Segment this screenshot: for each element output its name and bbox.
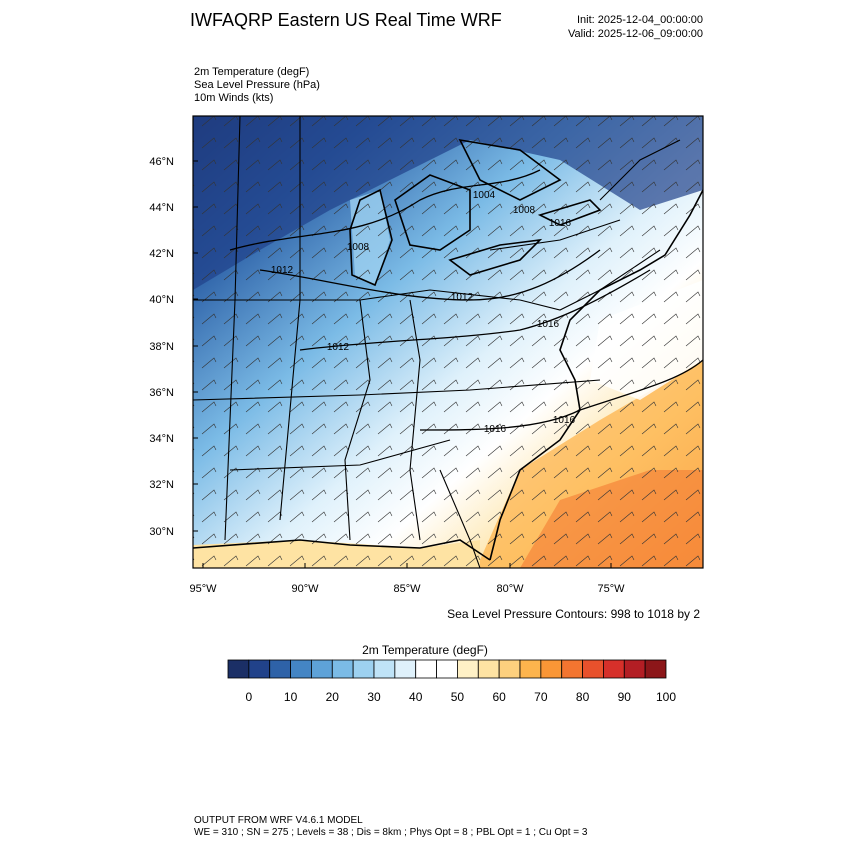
colorbar-swatch [519,659,542,679]
lat-label: 32°N [149,479,174,491]
map-panel [193,116,703,568]
lat-label: 42°N [149,248,174,260]
run-times: Init: 2025-12-04_00:00:00 Valid: 2025-12… [568,13,703,41]
colorbar-label: 100 [656,690,676,704]
isobar-label: 1004 [473,190,496,201]
valid-time: Valid: 2025-12-06_09:00:00 [568,28,703,40]
colorbar-swatch [331,659,354,679]
colorbar-label: 60 [492,690,506,704]
lat-label: 34°N [149,433,174,445]
isobar-label: 1008 [513,205,536,216]
colorbar-title: 2m Temperature (degF) [362,643,488,657]
colorbar-swatch [415,659,437,679]
field-pressure: Sea Level Pressure (hPa) [194,79,320,91]
lon-label: 95°W [189,583,217,595]
colorbar-swatch [457,659,479,679]
model-footer: OUTPUT FROM WRF V4.6.1 MODEL WE = 310 ; … [194,815,587,839]
lat-label: 30°N [149,526,174,538]
colorbar-label: 80 [576,690,590,704]
colorbar-swatch [352,659,375,679]
isobar-label: 1012 [451,292,474,303]
isobar-label: 1016 [549,218,572,229]
isobar-label: 1016 [553,415,576,426]
colorbar-label: 20 [326,690,340,704]
colorbar-swatch [623,659,646,679]
colorbar-label: 30 [367,690,381,704]
colorbar-swatch [269,659,291,679]
field-list: 2m Temperature (degF) Sea Level Pressure… [194,66,320,105]
colorbar [227,659,667,679]
wind-barbs [193,116,703,568]
colorbar-label: 10 [284,690,298,704]
map-title: IWFAQRP Eastern US Real Time WRF [190,10,502,30]
isobar-label: 1016 [537,319,560,330]
lat-label: 38°N [149,341,174,353]
lat-label: 36°N [149,387,174,399]
colorbar-swatch [436,659,458,679]
map-frame [192,115,704,569]
colorbar-swatch [498,659,521,679]
lon-label: 85°W [393,583,421,595]
colorbar-labels: 0 10 20 30 40 50 60 70 80 90 100 [246,690,677,704]
colorbar-swatch [373,659,396,679]
state-borders [193,116,681,568]
isobar-label-group: 1004 1008 1008 1012 1012 1012 1016 1016 1016 1016 [271,190,576,435]
colorbar-swatch [248,659,271,679]
isobar-label: 1008 [347,242,370,253]
contour-note: Sea Level Pressure Contours: 998 to 1018… [447,607,700,621]
lon-label: 80°W [496,583,524,595]
colorbar-label: 70 [534,690,548,704]
footer-line-1: OUTPUT FROM WRF V4.6.1 MODEL [194,815,363,826]
lat-label: 40°N [149,294,174,306]
colorbar-swatch [290,659,312,679]
colorbar-swatch [311,659,333,679]
isobar-label: 1016 [484,424,507,435]
colorbar-swatch [603,659,625,679]
colorbar-swatch [540,659,563,679]
longitude-axis: 95°W 90°W 85°W 80°W 75°W [189,563,625,595]
colorbar-swatch [477,659,500,679]
coastline [193,138,703,561]
latitude-axis: 46°N 44°N 42°N 40°N 38°N 36°N 34°N 32°N 30°N [149,156,198,538]
lon-label: 75°W [597,583,625,595]
lat-label: 46°N [149,156,174,168]
colorbar-swatch [582,659,604,679]
colorbar-swatch [561,659,583,679]
colorbar-swatch [227,659,250,679]
colorbar-label: 50 [451,690,465,704]
isobars [229,169,703,431]
isobar-label: 1012 [271,265,294,276]
field-winds: 10m Winds (kts) [194,92,274,104]
lon-label: 90°W [291,583,319,595]
colorbar-label: 90 [618,690,632,704]
colorbar-label: 40 [409,690,423,704]
colorbar-label: 0 [246,690,253,704]
init-time: Init: 2025-12-04_00:00:00 [577,14,703,26]
colorbar-swatch [644,659,667,679]
isobar-label: 1012 [327,342,350,353]
field-temperature: 2m Temperature (degF) [194,66,310,78]
footer-line-2: WE = 310 ; SN = 275 ; Levels = 38 ; Dis … [194,827,588,838]
lat-label: 44°N [149,202,174,214]
colorbar-swatch [394,659,417,679]
